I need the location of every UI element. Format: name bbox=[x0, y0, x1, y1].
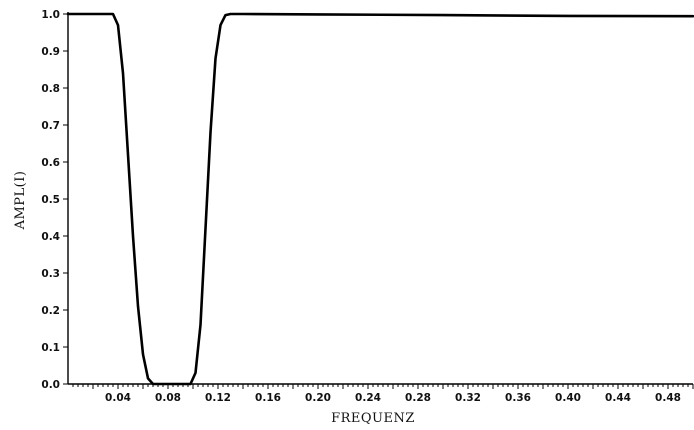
y-tick-label: 1.0 bbox=[41, 9, 60, 21]
y-axis-ticks: 0.0 0.1 0.2 0.3 0.4 0.5 0.6 0.7 0.8 0.9 1.0 bbox=[41, 9, 68, 391]
x-tick-label: 0.44 bbox=[605, 392, 631, 404]
x-tick-label: 0.04 bbox=[105, 392, 131, 404]
x-axis-title: FREQUENZ bbox=[331, 411, 415, 426]
x-tick-label: 0.24 bbox=[355, 392, 381, 404]
y-tick-label: 0.9 bbox=[41, 46, 60, 58]
x-axis-ticks: 0.04 0.08 0.12 0.16 0.20 0.24 0.28 0.32 0.36 0.40… bbox=[72, 384, 694, 404]
x-tick-label: 0.36 bbox=[505, 392, 531, 404]
y-tick-label: 0.4 bbox=[41, 231, 60, 243]
y-tick-label: 0.8 bbox=[41, 83, 60, 95]
y-tick-label: 0.0 bbox=[41, 379, 60, 391]
x-tick-label: 0.32 bbox=[455, 392, 481, 404]
y-tick-label: 0.3 bbox=[41, 268, 60, 280]
x-tick-label: 0.12 bbox=[205, 392, 231, 404]
x-tick-label: 0.40 bbox=[555, 392, 581, 404]
series-line-ampl bbox=[66, 12, 694, 386]
y-tick-label: 0.6 bbox=[41, 157, 60, 169]
y-tick-label: 0.2 bbox=[41, 305, 60, 317]
y-axis-title: AMPL(I) bbox=[13, 171, 28, 231]
y-tick-label: 0.7 bbox=[41, 120, 60, 132]
x-tick-label: 0.28 bbox=[405, 392, 431, 404]
y-tick-label: 0.1 bbox=[41, 342, 60, 354]
x-tick-label: 0.16 bbox=[255, 392, 281, 404]
x-tick-label: 0.08 bbox=[155, 392, 181, 404]
x-tick-label: 0.20 bbox=[305, 392, 331, 404]
x-tick-label: 0.48 bbox=[655, 392, 681, 404]
y-tick-label: 0.5 bbox=[41, 194, 60, 206]
